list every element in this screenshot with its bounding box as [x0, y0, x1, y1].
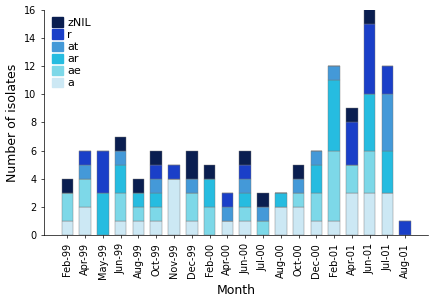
Bar	[186, 193, 197, 221]
Bar	[364, 151, 375, 193]
Bar	[79, 165, 91, 179]
Bar	[293, 179, 304, 193]
Bar	[381, 66, 393, 94]
Bar	[293, 165, 304, 179]
Bar	[346, 165, 358, 193]
Bar	[115, 221, 126, 235]
Y-axis label: Number of isolates: Number of isolates	[6, 63, 19, 181]
Bar	[62, 221, 73, 235]
Bar	[257, 207, 269, 221]
Bar	[133, 207, 144, 221]
Bar	[293, 207, 304, 235]
Bar	[186, 179, 197, 193]
Bar	[151, 179, 162, 193]
Bar	[133, 193, 144, 207]
Bar	[346, 108, 358, 122]
Bar	[275, 193, 286, 207]
Bar	[240, 193, 251, 207]
Bar	[115, 165, 126, 193]
Bar	[240, 207, 251, 221]
Bar	[151, 165, 162, 179]
Bar	[151, 193, 162, 207]
Bar	[79, 151, 91, 165]
Bar	[346, 122, 358, 165]
Bar	[168, 165, 180, 179]
Bar	[97, 193, 108, 235]
Bar	[204, 165, 215, 179]
Bar	[97, 151, 108, 193]
X-axis label: Month: Month	[217, 285, 256, 298]
Bar	[222, 193, 233, 207]
Bar	[186, 221, 197, 235]
Bar	[151, 151, 162, 165]
Bar	[62, 193, 73, 221]
Bar	[133, 221, 144, 235]
Bar	[240, 165, 251, 179]
Bar	[257, 193, 269, 207]
Bar	[328, 151, 340, 221]
Bar	[79, 207, 91, 235]
Bar	[115, 151, 126, 165]
Legend: zNIL, r, at, ar, ae, a: zNIL, r, at, ar, ae, a	[49, 15, 93, 91]
Bar	[328, 221, 340, 235]
Bar	[310, 151, 322, 165]
Bar	[310, 165, 322, 193]
Bar	[346, 193, 358, 235]
Bar	[222, 221, 233, 235]
Bar	[79, 179, 91, 207]
Bar	[62, 179, 73, 193]
Bar	[364, 193, 375, 235]
Bar	[257, 221, 269, 235]
Bar	[293, 193, 304, 207]
Bar	[240, 151, 251, 165]
Bar	[364, 94, 375, 151]
Bar	[364, 0, 375, 24]
Bar	[399, 221, 411, 235]
Bar	[381, 94, 393, 151]
Bar	[151, 207, 162, 221]
Bar	[204, 179, 215, 207]
Bar	[328, 80, 340, 151]
Bar	[151, 221, 162, 235]
Bar	[168, 179, 180, 235]
Bar	[115, 193, 126, 221]
Bar	[115, 137, 126, 151]
Bar	[275, 207, 286, 235]
Bar	[240, 221, 251, 235]
Bar	[240, 179, 251, 193]
Bar	[310, 221, 322, 235]
Bar	[381, 151, 393, 193]
Bar	[186, 151, 197, 179]
Bar	[364, 24, 375, 94]
Bar	[133, 179, 144, 193]
Bar	[381, 193, 393, 235]
Bar	[328, 66, 340, 80]
Bar	[310, 193, 322, 221]
Bar	[204, 207, 215, 235]
Bar	[222, 207, 233, 221]
